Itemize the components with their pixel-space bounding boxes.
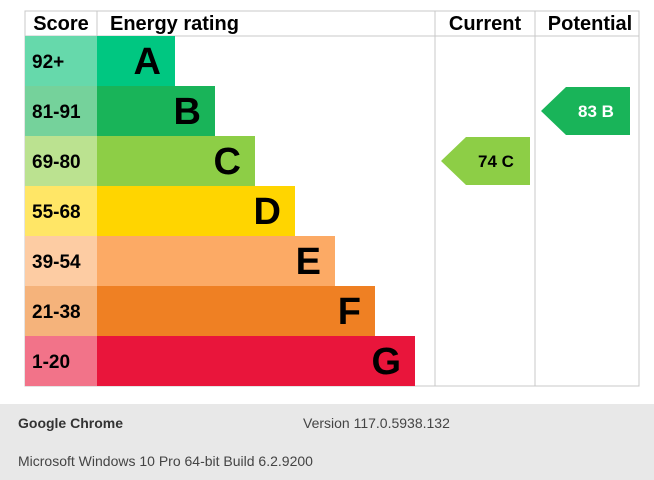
score-range-label: 92+ bbox=[32, 52, 64, 73]
potential-arrow-shape bbox=[541, 87, 630, 135]
rating-bar bbox=[97, 86, 215, 136]
rating-bar bbox=[97, 36, 175, 86]
rating-letter: C bbox=[214, 141, 241, 183]
score-range-label: 21-38 bbox=[32, 302, 81, 323]
rating-letter: A bbox=[134, 41, 161, 83]
score-cell bbox=[25, 86, 97, 136]
band-a: 92+ A bbox=[25, 36, 175, 86]
rating-letter: B bbox=[174, 91, 201, 133]
score-range-label: 81-91 bbox=[32, 102, 81, 123]
score-range-label: 55-68 bbox=[32, 202, 81, 223]
rating-letter: E bbox=[296, 241, 321, 283]
table-headers: Score Energy rating Current Potential bbox=[33, 13, 632, 35]
score-cell bbox=[25, 236, 97, 286]
energy-rating-chart: Score Energy rating Current Potential 92… bbox=[24, 10, 640, 387]
os-info: Microsoft Windows 10 Pro 64-bit Build 6.… bbox=[18, 453, 313, 469]
rating-bar bbox=[97, 336, 415, 386]
band-b: 81-91 B bbox=[25, 86, 215, 136]
score-cell bbox=[25, 286, 97, 336]
score-cell bbox=[25, 136, 97, 186]
potential-header: Potential bbox=[548, 13, 632, 35]
rating-letter: G bbox=[371, 341, 401, 383]
score-range-label: 39-54 bbox=[32, 252, 81, 273]
current-header: Current bbox=[449, 13, 522, 35]
rating-arrows: 74 C 83 B bbox=[441, 87, 630, 185]
rating-bar bbox=[97, 186, 295, 236]
energy-rating-header: Energy rating bbox=[110, 13, 239, 35]
score-cell bbox=[25, 186, 97, 236]
score-header: Score bbox=[33, 13, 89, 35]
rating-bar bbox=[97, 286, 375, 336]
band-d: 55-68 D bbox=[25, 186, 295, 236]
rating-letter: F bbox=[338, 291, 361, 333]
band-f: 21-38 F bbox=[25, 286, 375, 336]
rating-letter: D bbox=[254, 191, 281, 233]
rating-bar bbox=[97, 136, 255, 186]
rating-bar bbox=[97, 236, 335, 286]
band-g: 1-20 G bbox=[25, 336, 415, 386]
current-arrow-shape bbox=[441, 137, 530, 185]
rating-bands: 92+ A 81-91 B 69-80 C 55-68 D 39-54 E 21-38 F 1-20 G bbox=[25, 36, 415, 386]
score-cell bbox=[25, 36, 97, 86]
current-arrow: 74 C bbox=[441, 137, 530, 185]
potential-arrow: 83 B bbox=[541, 87, 630, 135]
score-range-label: 69-80 bbox=[32, 152, 81, 173]
browser-info-footer: Google Chrome Version 117.0.5938.132 Mic… bbox=[0, 404, 654, 480]
score-cell bbox=[25, 336, 97, 386]
band-c: 69-80 C bbox=[25, 136, 255, 186]
browser-version: Version 117.0.5938.132 bbox=[303, 415, 450, 431]
band-e: 39-54 E bbox=[25, 236, 335, 286]
current-arrow-label: 74 C bbox=[478, 152, 514, 171]
browser-name: Google Chrome bbox=[18, 415, 124, 431]
score-range-label: 1-20 bbox=[32, 352, 70, 373]
potential-arrow-label: 83 B bbox=[578, 102, 614, 121]
